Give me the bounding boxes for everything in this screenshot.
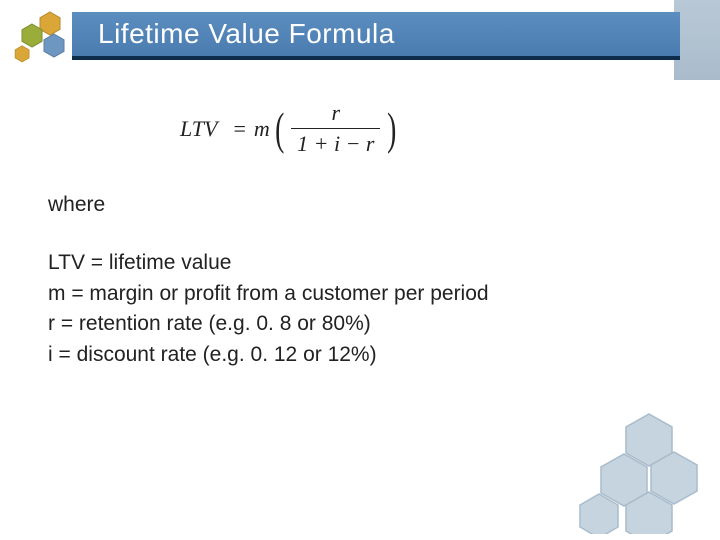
definition-line: m = margin or profit from a customer per…	[48, 279, 668, 309]
where-label: where	[48, 190, 668, 220]
corner-strip-decoration	[674, 0, 720, 80]
hex-cluster-bottom-right-icon	[554, 404, 714, 534]
formula-denominator: 1 + i − r	[291, 128, 380, 157]
formula-lhs: LTV	[180, 116, 217, 142]
formula-fraction: r 1 + i − r	[291, 100, 380, 157]
definition-line: r = retention rate (e.g. 0. 8 or 80%)	[48, 309, 668, 339]
formula-close-paren: )	[388, 106, 397, 152]
formula-coef: m	[254, 116, 270, 142]
slide: Lifetime Value Formula LTV = m ( r 1 + i…	[0, 0, 720, 540]
body-text: where LTV = lifetime value m = margin or…	[48, 190, 668, 370]
page-title: Lifetime Value Formula	[98, 18, 395, 50]
definition-line: LTV = lifetime value	[48, 248, 668, 278]
formula-numerator: r	[328, 100, 345, 128]
definitions-list: LTV = lifetime value m = margin or profi…	[48, 248, 668, 370]
definition-line: i = discount rate (e.g. 0. 12 or 12%)	[48, 340, 668, 370]
title-bar: Lifetime Value Formula	[72, 12, 680, 60]
ltv-formula: LTV = m ( r 1 + i − r )	[180, 100, 400, 157]
formula-equals: =	[233, 116, 245, 142]
formula-open-paren: (	[275, 106, 284, 152]
